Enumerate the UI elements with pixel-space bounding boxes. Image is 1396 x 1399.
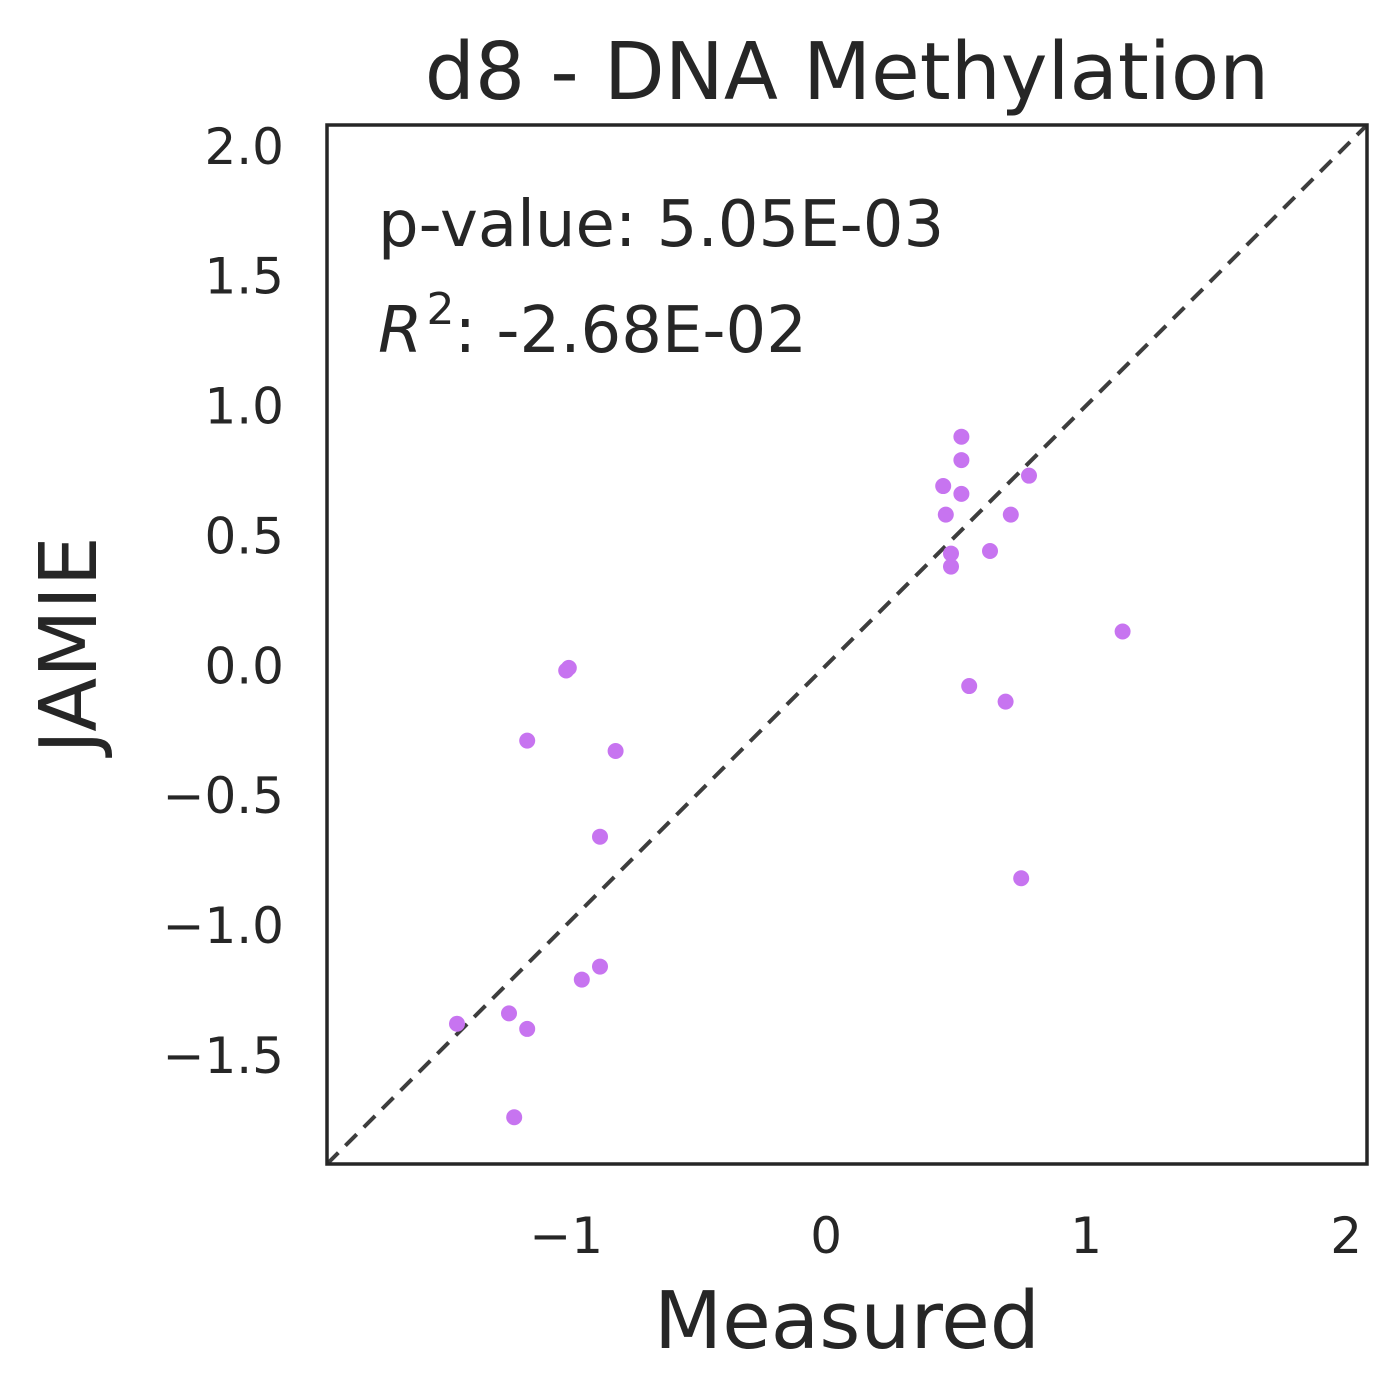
data-point <box>519 732 536 749</box>
x-tick-label: 0 <box>810 1207 842 1265</box>
r2-exponent: 2 <box>426 284 454 335</box>
data-point <box>961 678 978 695</box>
data-point <box>1002 506 1019 523</box>
scatter-points <box>449 428 1131 1126</box>
y-tick-label: 1.5 <box>204 248 284 306</box>
r2-value: : -2.68E-02 <box>454 294 806 368</box>
data-point <box>1114 623 1131 640</box>
data-point <box>953 452 970 469</box>
x-tick-label: 1 <box>1070 1207 1102 1265</box>
data-point <box>935 478 952 495</box>
data-point <box>982 542 998 559</box>
x-tick-labels: −1 0 1 2 <box>529 1207 1362 1265</box>
x-tick-label: 2 <box>1330 1207 1362 1265</box>
data-point <box>937 506 954 523</box>
data-point <box>449 1015 465 1032</box>
y-tick-label: 0.0 <box>204 637 284 695</box>
y-tick-labels: 2.0 1.5 1.0 0.5 0.0 −0.5 −1.0 −1.5 <box>163 118 284 1085</box>
y-tick-label: 0.5 <box>204 507 284 565</box>
data-point <box>519 1020 536 1037</box>
y-tick-label: 2.0 <box>204 118 284 176</box>
data-point <box>558 662 575 679</box>
y-tick-label: −0.5 <box>163 767 284 825</box>
data-point <box>943 558 959 575</box>
data-point <box>592 958 608 975</box>
y-tick-label: −1.5 <box>163 1027 284 1085</box>
plot-frame <box>325 123 1369 1166</box>
data-point <box>1013 870 1030 887</box>
data-point <box>592 828 608 845</box>
data-point <box>1021 467 1037 484</box>
data-point <box>997 693 1014 710</box>
r2-symbol: R <box>378 294 422 368</box>
chart-title: d8 - DNA Methylation <box>425 26 1269 118</box>
x-tick-label: −1 <box>529 1207 603 1265</box>
data-point <box>573 971 590 988</box>
data-point <box>501 1005 517 1022</box>
data-point <box>607 742 624 759</box>
r2-annotation: R2: -2.68E-02 <box>378 284 807 368</box>
x-axis-title: Measured <box>654 1275 1040 1367</box>
y-tick-label: −1.0 <box>163 897 284 955</box>
data-point <box>506 1109 523 1126</box>
data-point <box>953 428 970 445</box>
y-tick-label: 1.0 <box>204 378 284 436</box>
pvalue-annotation: p-value: 5.05E-03 <box>378 188 944 262</box>
data-point <box>943 545 959 562</box>
reference-diagonal-line <box>325 123 1369 1166</box>
y-axis-title: JAMIE <box>23 536 115 758</box>
data-point <box>953 485 970 502</box>
